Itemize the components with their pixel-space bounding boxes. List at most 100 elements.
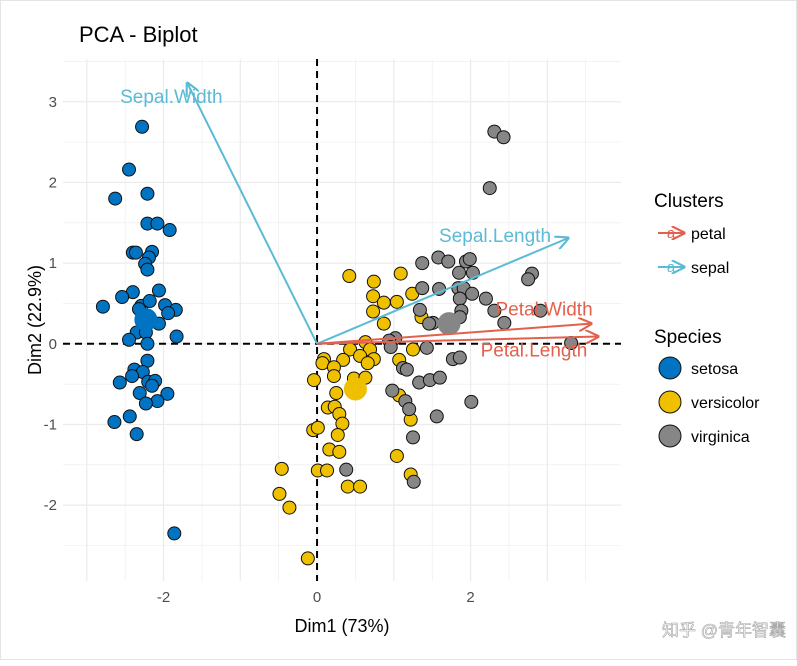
y-tick-label: 2 [49,174,57,191]
arrow-label: Sepal.Length [439,226,551,247]
point-virginica [385,383,400,398]
points [95,119,579,566]
point-setosa [129,427,144,442]
point-virginica [412,302,427,317]
point-setosa [140,336,155,351]
point-versicolor [274,461,289,476]
arrows: Sepal.Width Sepal.Length Petal.Width Petal.… [120,83,598,362]
point-versicolor [376,316,391,331]
point-virginica [487,303,502,318]
point-versicolor [272,486,287,501]
point-setosa [95,299,110,314]
y-tick-label: 0 [49,336,57,353]
point-versicolor [282,500,297,515]
arrow-petal-length [317,337,598,345]
point-setosa [132,386,147,401]
point-setosa [125,369,140,384]
arrow-label: Sepal.Width [120,87,222,108]
point-setosa [162,223,177,238]
arrow-label: Petal.Width [495,300,592,321]
point-setosa [107,415,122,430]
point-versicolor [389,294,404,309]
point-versicolor [300,551,315,566]
point-setosa [135,119,150,134]
point-versicolor [360,356,375,371]
legend-key-letter: a [667,259,676,276]
point-virginica [399,362,414,377]
point-virginica [452,291,467,306]
legend-label-setosa: setosa [691,361,738,378]
centroid-setosa [134,308,158,332]
point-versicolor [366,289,381,304]
point-virginica [462,252,477,267]
centroid-versicolor [343,377,367,401]
point-virginica [452,265,467,280]
point-versicolor [366,274,381,289]
legend-point-setosa-icon [658,356,682,380]
point-versicolor [310,420,325,435]
y-tick-label: -2 [44,497,57,514]
x-axis-label: Dim1 (73%) [294,616,389,636]
point-setosa [140,262,155,277]
point-versicolor [342,269,357,284]
y-tick-label: -1 [44,416,57,433]
point-versicolor [393,266,408,281]
point-virginica [339,462,354,477]
legend-label-sepal: sepal [691,260,729,277]
point-virginica [383,340,398,355]
legend-label-petal: petal [691,226,726,243]
point-versicolor [332,444,347,459]
watermark: 知乎 @青年智囊 [662,621,786,640]
point-versicolor [320,463,335,478]
arrow-sepal-length [316,238,568,345]
legend-key-letter: a [667,225,676,242]
point-virginica [478,291,493,306]
point-setosa [151,283,166,298]
point-setosa [122,409,137,424]
point-versicolor [336,352,351,367]
point-setosa [145,378,160,393]
legend-title-species: Species [654,327,722,348]
arrow-petal-width [316,324,591,345]
point-virginica [441,254,456,269]
point-versicolor [376,295,391,310]
point-setosa [138,396,153,411]
point-versicolor [389,448,404,463]
arrow-sepal-width [187,83,318,345]
point-setosa [140,186,155,201]
point-setosa [112,375,127,390]
point-virginica [422,316,437,331]
point-virginica [405,430,420,445]
point-setosa [128,245,143,260]
point-virginica [415,256,430,271]
point-versicolor [405,342,420,357]
point-setosa [167,526,182,541]
point-setosa [122,332,137,347]
y-tick-label: 3 [49,94,57,111]
point-setosa [150,216,165,231]
point-versicolor [326,369,341,384]
point-virginica [429,409,444,424]
point-virginica [464,394,479,409]
point-versicolor [340,479,355,494]
chart-title: PCA - Biplot [79,22,198,47]
point-virginica [452,350,467,365]
point-versicolor [366,304,381,319]
point-setosa [150,394,165,409]
point-virginica [496,130,511,145]
point-versicolor [306,373,321,388]
arrow-label: Petal.Length [481,341,588,362]
point-setosa [115,290,130,305]
centroid-virginica [437,312,461,336]
x-tick-label: 0 [313,589,321,606]
x-tick-label: -2 [157,589,170,606]
point-virginica [402,402,417,417]
point-virginica [415,281,430,296]
legend-point-versicolor-icon [658,390,682,414]
point-virginica [521,272,536,287]
point-setosa [142,294,157,309]
point-versicolor [353,479,368,494]
legend-label-virginica: virginica [691,429,750,446]
y-tick-label: 1 [49,255,57,272]
